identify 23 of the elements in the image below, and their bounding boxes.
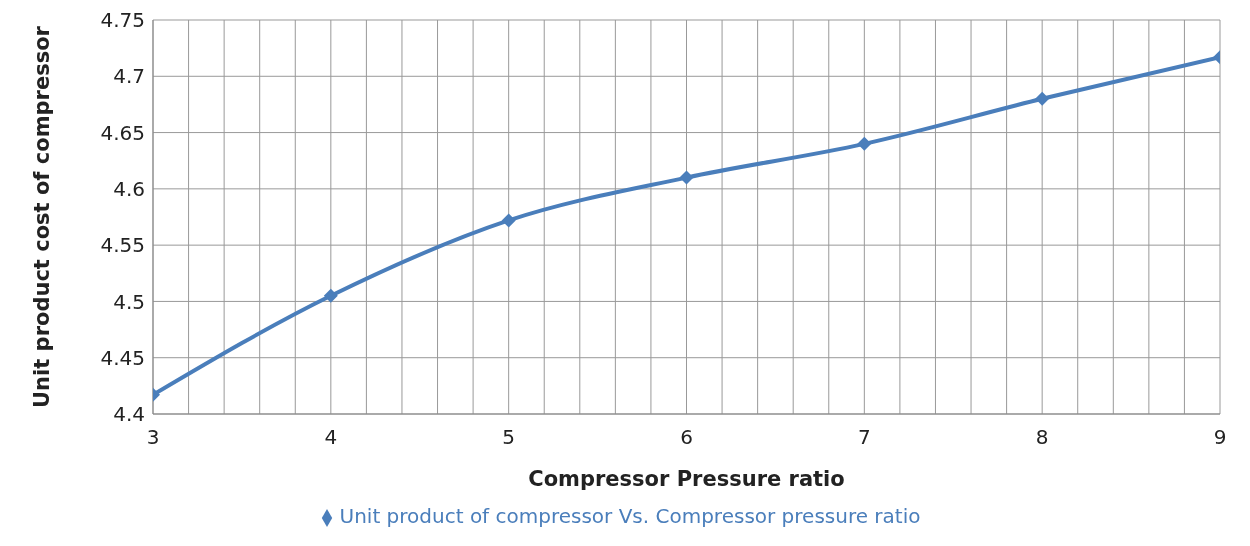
y-axis-title: Unit product cost of compressor (30, 25, 54, 408)
y-tick-label: 4.55 (100, 233, 145, 258)
x-tick-label: 9 (1213, 425, 1227, 450)
point (857, 136, 872, 151)
x-tick-label: 3 (146, 425, 160, 450)
y-tick-label: 4.6 (113, 176, 145, 201)
x-tick-label: 5 (502, 425, 516, 450)
x-tick-label: 8 (1035, 425, 1049, 450)
y-tick-label: 4.45 (100, 345, 145, 370)
legend-label: Unit product of compressor Vs. Compressor pressure ratio (339, 504, 921, 528)
x-tick-label: 7 (857, 425, 871, 450)
point (679, 170, 694, 185)
point (501, 213, 516, 228)
y-tick-label: 4.4 (113, 402, 145, 427)
x-tick-label: 4 (324, 425, 338, 450)
point (1035, 91, 1050, 106)
x-axis-title: Compressor Pressure ratio (528, 467, 845, 491)
y-tick-label: 4.65 (100, 120, 145, 145)
y-tick-label: 4.75 (100, 8, 145, 33)
y-tick-label: 4.7 (113, 64, 145, 89)
x-tick-label: 6 (680, 425, 693, 450)
y-tick-label: 4.5 (113, 289, 145, 314)
point (323, 288, 338, 303)
